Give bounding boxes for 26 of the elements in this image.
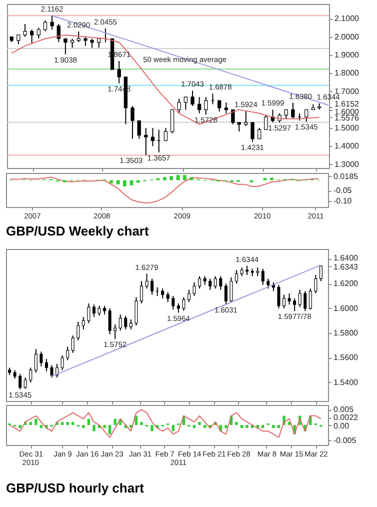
y-tick-label: 1.6200: [334, 279, 359, 288]
y-tick-label: 1.5600: [334, 353, 359, 362]
y-tick-label: -0.005: [334, 436, 357, 445]
y-tick-label: 0.0185: [334, 172, 359, 181]
y-tick-label: 1.8000: [334, 68, 360, 78]
y-tick-label: 0.0022: [334, 412, 359, 422]
y-tick-label: 1.9000: [334, 50, 360, 60]
y-tick-label: 2.0000: [334, 32, 360, 42]
y-tick-label: 1.5000: [334, 123, 360, 132]
text: GBP/USD hourly chart: [6, 480, 145, 496]
y-tick-label: 1.6400: [334, 253, 359, 262]
y-tick-label: 1.5400: [334, 378, 359, 387]
y-tick-label: -0.10: [334, 196, 352, 206]
y-tick-label: 0.005: [334, 404, 354, 414]
y-tick-label: -0.05: [334, 186, 352, 196]
y-tick-label: 1.7000: [334, 86, 360, 96]
y-tick-label: 1.6152: [334, 99, 360, 108]
y-tick-label: 2.1000: [334, 14, 360, 24]
y-tick-label: 1.6000: [334, 304, 359, 313]
y-tick-label: 1.5800: [334, 328, 359, 338]
y-tick-label: 1.3000: [334, 160, 360, 169]
y-tick-label: 1.6343: [334, 262, 359, 272]
y-tick-label: 1.4000: [334, 142, 360, 151]
y-tick-label: 0.00: [334, 422, 350, 431]
text: GBP/USD Weekly chart: [6, 224, 150, 238]
y-tick-label: 1.5576: [334, 114, 360, 123]
